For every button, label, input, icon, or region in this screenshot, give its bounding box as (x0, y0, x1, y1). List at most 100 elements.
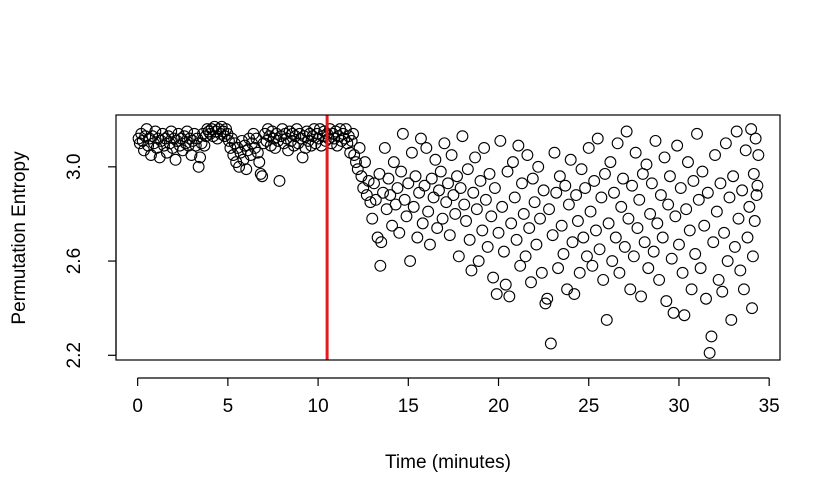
data-point (710, 205, 723, 218)
data-point (449, 207, 462, 220)
data-point (743, 200, 756, 213)
data-point (703, 346, 716, 359)
data-point (745, 123, 758, 136)
data-point (405, 146, 418, 159)
data-point (691, 127, 703, 140)
data-point (604, 156, 617, 169)
data-point (719, 137, 732, 150)
data-point (649, 134, 662, 147)
data-point (747, 167, 760, 180)
data-point (184, 132, 196, 145)
data-point (318, 125, 331, 138)
y-axis-title: Permutation Entropy (9, 151, 30, 325)
data-point (517, 207, 530, 220)
data-point (159, 132, 172, 145)
data-point (546, 229, 559, 242)
data-point (669, 210, 682, 223)
data-point (507, 156, 519, 169)
data-point (651, 217, 664, 230)
data-point (653, 273, 666, 286)
data-point (687, 175, 700, 187)
data-point (257, 137, 270, 150)
data-point (373, 167, 386, 180)
data-point (727, 170, 740, 183)
data-point (644, 207, 657, 220)
data-point (590, 224, 602, 237)
data-point (534, 212, 546, 225)
data-point (424, 238, 436, 251)
data-point (557, 248, 570, 260)
data-point (256, 170, 269, 183)
data-point (537, 184, 550, 197)
data-point (497, 245, 510, 258)
data-point (718, 226, 731, 239)
data-point (175, 132, 188, 145)
data-point (374, 259, 387, 272)
data-points (132, 120, 765, 359)
data-point (395, 165, 408, 178)
data-point (752, 149, 765, 162)
data-point (195, 137, 208, 150)
data-point (694, 262, 707, 275)
data-point (512, 139, 525, 152)
data-point (674, 182, 687, 194)
data-point (181, 125, 194, 138)
data-point (658, 151, 671, 164)
data-point (456, 130, 469, 143)
data-point (409, 170, 422, 183)
data-point (582, 142, 595, 154)
data-point (345, 134, 358, 147)
data-point (749, 132, 762, 145)
data-point (519, 250, 532, 263)
data-point (398, 193, 411, 206)
data-point (746, 302, 758, 315)
data-point (730, 125, 743, 138)
data-point (599, 167, 611, 180)
data-point (573, 266, 586, 279)
data-point (445, 149, 458, 162)
data-point (362, 175, 375, 187)
data-point (543, 203, 555, 216)
data-point (579, 182, 592, 194)
data-point (414, 132, 427, 145)
data-point (584, 205, 597, 218)
data-point (525, 276, 537, 289)
data-point (739, 144, 752, 157)
y-tick-label: 2.2 (64, 342, 85, 368)
data-point (479, 193, 492, 206)
data-point (586, 259, 599, 272)
data-point (350, 156, 362, 169)
data-point (555, 219, 568, 232)
data-point (629, 146, 642, 159)
data-point (608, 186, 620, 199)
data-point (680, 203, 693, 216)
data-point (369, 193, 382, 206)
data-point (642, 262, 655, 275)
data-point (698, 219, 711, 232)
y-tick-label: 2.6 (64, 248, 85, 274)
data-point (143, 132, 156, 145)
data-point (606, 255, 619, 268)
data-point (514, 259, 527, 272)
data-point (189, 139, 202, 152)
data-point (351, 163, 364, 176)
data-point (407, 200, 420, 213)
data-point (458, 198, 471, 211)
data-point (400, 210, 413, 223)
data-point (562, 198, 575, 211)
data-point (418, 179, 431, 192)
data-point (443, 229, 456, 242)
data-point (472, 255, 485, 268)
data-point (676, 266, 689, 279)
data-point (393, 226, 406, 239)
data-point (622, 212, 635, 225)
data-point (416, 217, 429, 230)
data-point (683, 224, 696, 237)
data-point (391, 182, 404, 194)
data-point (467, 186, 480, 199)
x-tick-label: 0 (132, 396, 143, 417)
data-point (734, 264, 747, 277)
data-point (685, 283, 698, 296)
data-point (227, 149, 240, 162)
data-point (602, 217, 615, 230)
